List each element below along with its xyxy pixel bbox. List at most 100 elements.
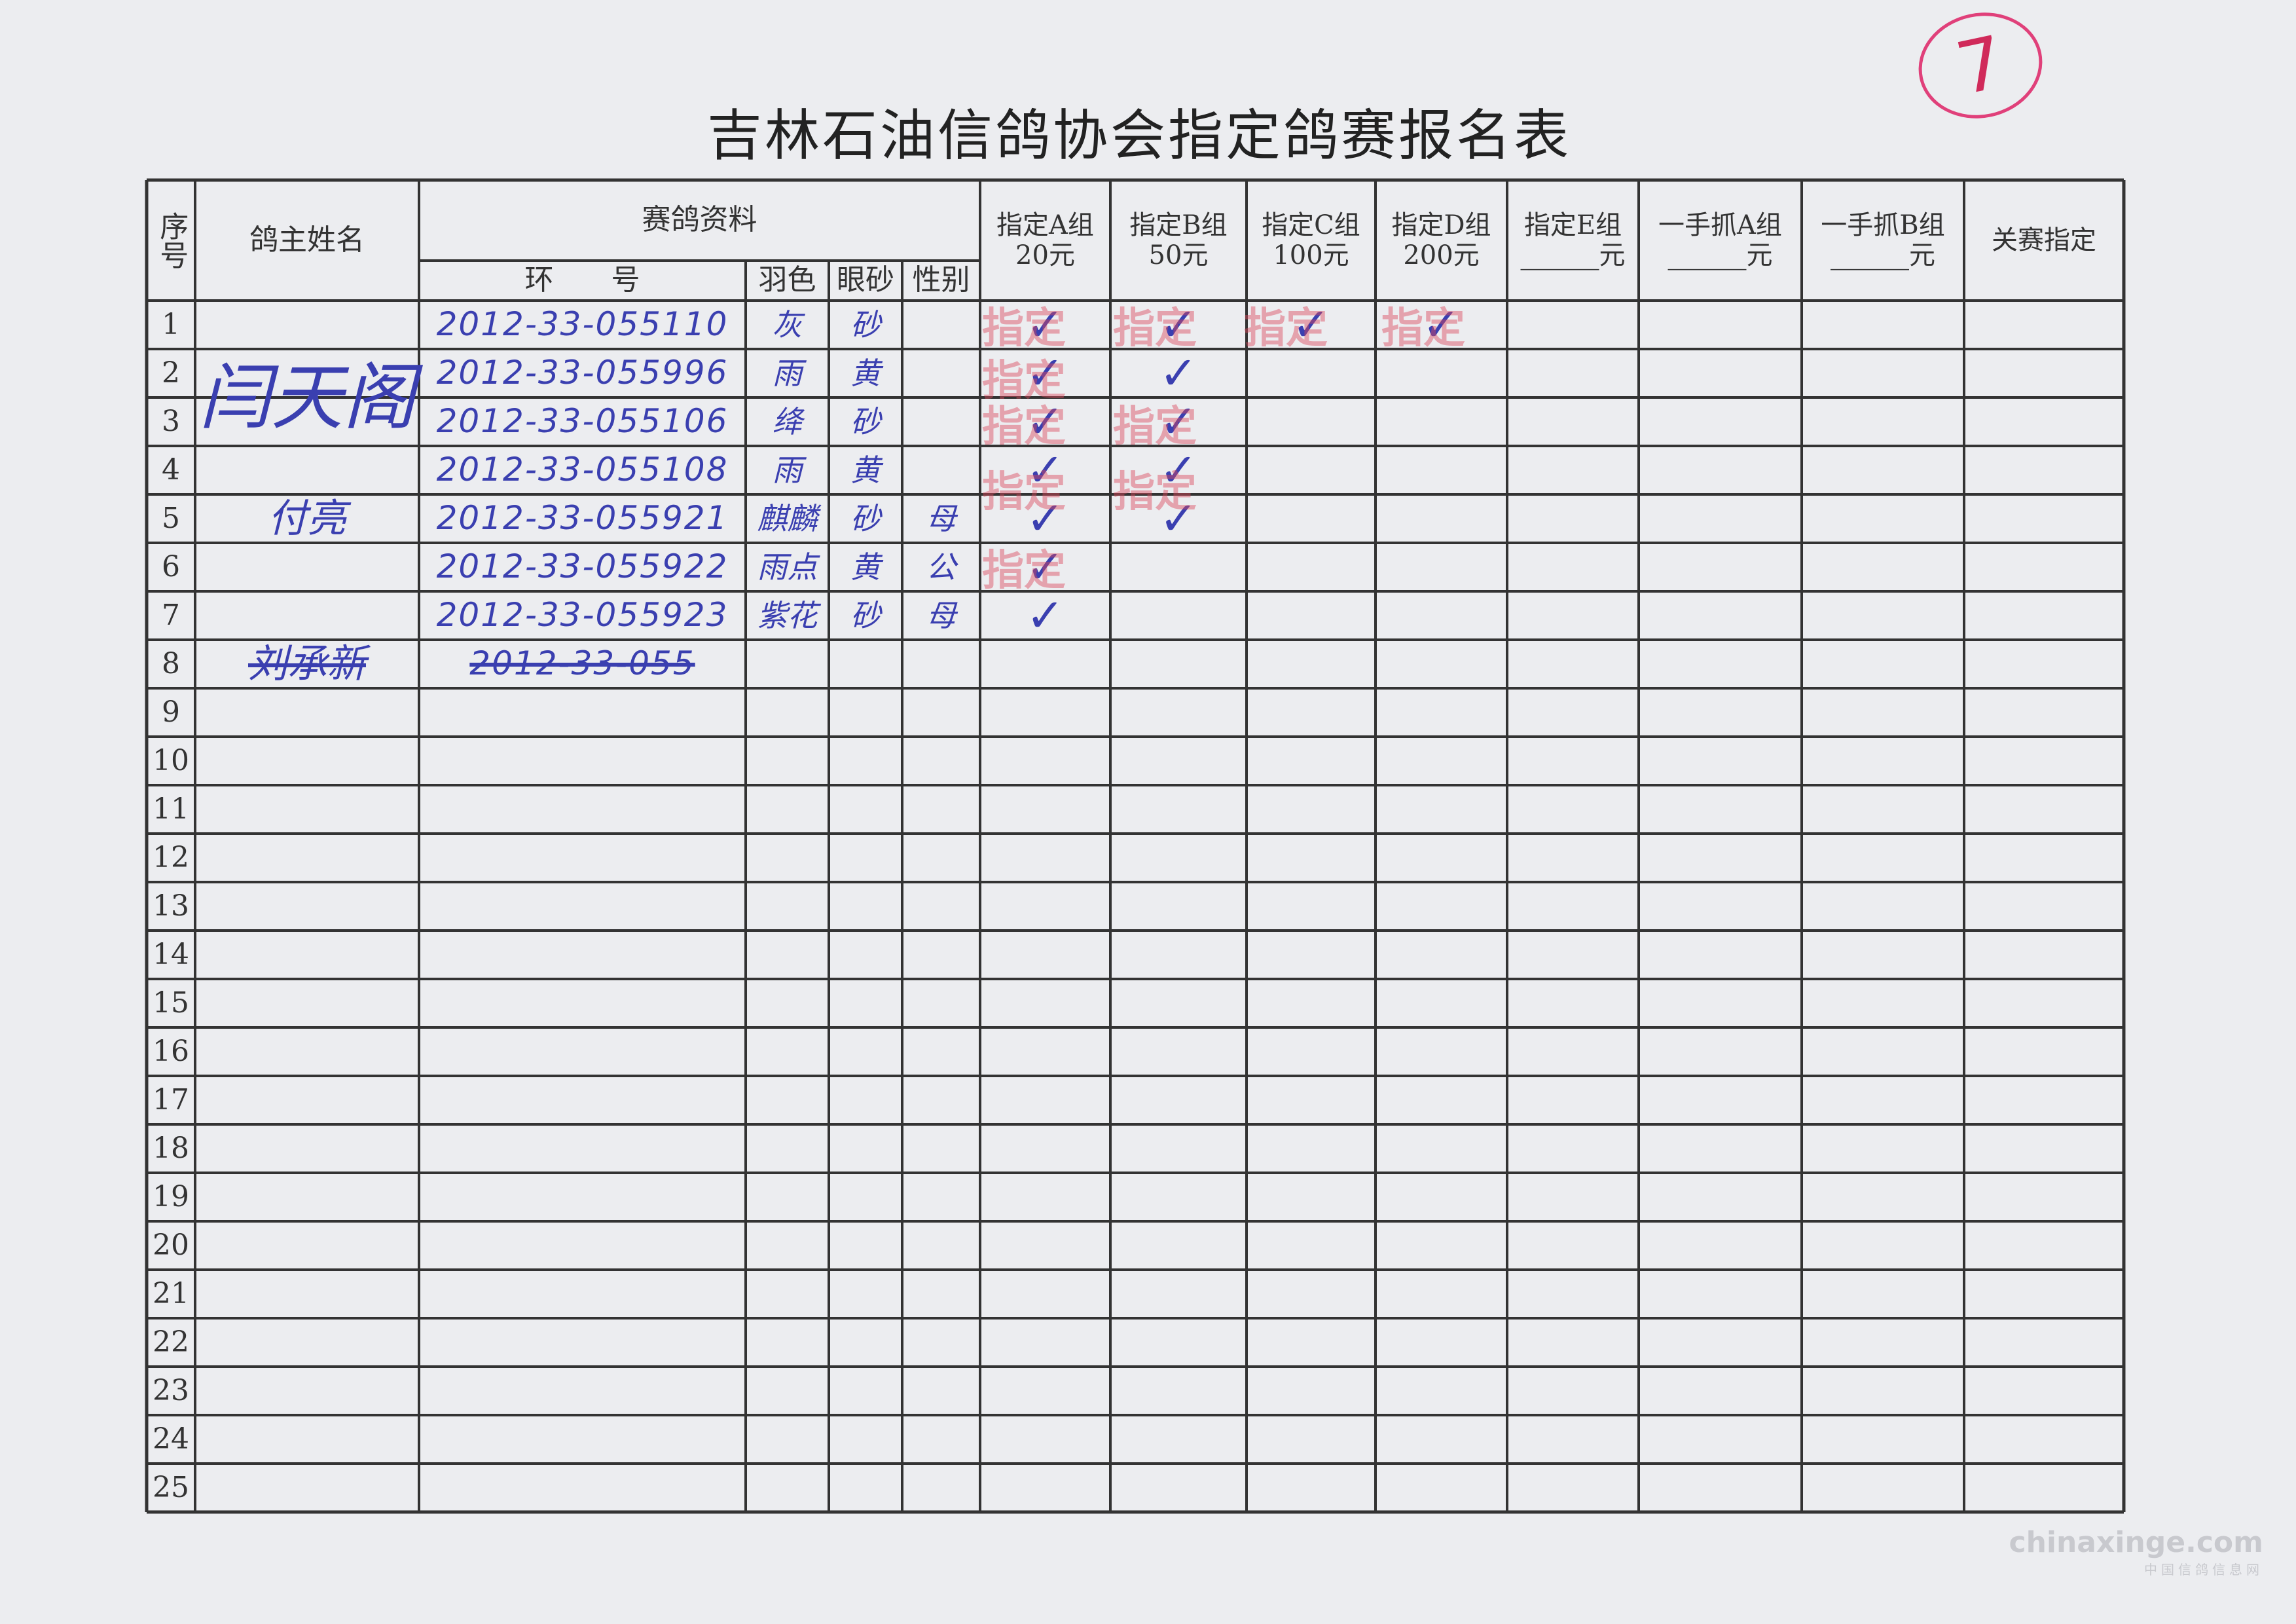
group-check-cell[interactable] (1802, 349, 1964, 397)
group-check-cell[interactable] (1507, 1076, 1639, 1124)
ring-number[interactable]: 2012-33-055110 (436, 305, 729, 344)
sex[interactable] (902, 1415, 980, 1464)
feather-color[interactable] (746, 1415, 829, 1464)
group-check-cell[interactable] (1110, 1415, 1247, 1464)
group-check-cell[interactable]: ✓ (980, 444, 1110, 496)
feather-color[interactable] (746, 1027, 829, 1076)
group-check-cell[interactable] (980, 882, 1110, 931)
group-check-cell[interactable] (1376, 1415, 1507, 1464)
group-check-cell[interactable] (980, 785, 1110, 834)
group-check-cell[interactable] (1247, 1221, 1376, 1270)
group-check-cell[interactable] (980, 1173, 1110, 1221)
ring-number-empty[interactable] (419, 1318, 746, 1367)
group-check-cell[interactable] (980, 688, 1110, 737)
group-check-cell[interactable] (1247, 1415, 1376, 1464)
sex[interactable] (902, 1367, 980, 1415)
sex[interactable] (902, 688, 980, 737)
group-check-cell[interactable] (980, 1124, 1110, 1173)
group-check-cell[interactable] (1964, 446, 2124, 494)
group-check-cell[interactable] (1507, 931, 1639, 979)
group-check-cell[interactable] (1247, 737, 1376, 785)
group-check-cell[interactable] (980, 737, 1110, 785)
group-check-cell[interactable] (1964, 1464, 2124, 1512)
group-check-cell[interactable] (1802, 931, 1964, 979)
sex[interactable]: 母 (926, 597, 957, 633)
group-check-cell[interactable] (1802, 591, 1964, 640)
group-check-cell[interactable] (1802, 785, 1964, 834)
group-check-cell[interactable] (1110, 1367, 1247, 1415)
sex[interactable]: 公 (926, 549, 957, 585)
group-check-cell[interactable] (1964, 1124, 2124, 1173)
group-check-cell[interactable] (1639, 591, 1802, 640)
group-check-cell[interactable] (1376, 349, 1507, 397)
group-check-cell[interactable] (1802, 1027, 1964, 1076)
eye-sand[interactable]: 砂 (850, 500, 881, 536)
feather-color[interactable]: 紫花 (757, 597, 818, 633)
group-check-cell[interactable] (1110, 1124, 1247, 1173)
sex[interactable] (902, 882, 980, 931)
sex[interactable] (902, 931, 980, 979)
feather-color[interactable]: 麒麟 (757, 500, 818, 536)
group-check-cell[interactable] (1964, 688, 2124, 737)
group-check-cell[interactable] (1507, 688, 1639, 737)
group-check-cell[interactable] (1247, 882, 1376, 931)
group-check-cell[interactable] (1964, 494, 2124, 543)
group-check-cell[interactable] (1376, 1124, 1507, 1173)
feather-color[interactable] (746, 688, 829, 737)
group-check-cell[interactable] (1247, 1367, 1376, 1415)
group-check-cell[interactable] (1639, 1221, 1802, 1270)
group-check-cell[interactable]: ✓ (980, 396, 1110, 448)
group-check-cell[interactable] (1376, 1221, 1507, 1270)
feather-color[interactable] (746, 1318, 829, 1367)
feather-color[interactable] (746, 1076, 829, 1124)
group-check-cell[interactable] (1376, 1270, 1507, 1318)
group-check-cell[interactable] (1964, 737, 2124, 785)
sex[interactable] (902, 1027, 980, 1076)
group-check-cell[interactable] (1110, 1173, 1247, 1221)
group-check-cell[interactable] (1110, 640, 1247, 688)
group-check-cell[interactable] (1376, 931, 1507, 979)
ring-number[interactable]: 2012-33-055 (469, 644, 695, 683)
group-check-cell[interactable] (1247, 1076, 1376, 1124)
eye-sand[interactable] (829, 1464, 902, 1512)
ring-number-empty[interactable] (419, 1270, 746, 1318)
ring-number-empty[interactable] (419, 1173, 746, 1221)
group-check-cell[interactable] (1964, 591, 2124, 640)
group-check-cell[interactable] (1639, 979, 1802, 1027)
group-check-cell[interactable]: ✓ (980, 541, 1110, 593)
group-check-cell[interactable] (1639, 1173, 1802, 1221)
group-check-cell[interactable] (1639, 688, 1802, 737)
feather-color[interactable]: 绛 (772, 403, 803, 439)
group-check-cell[interactable]: ✓ (1376, 299, 1507, 351)
sex[interactable] (902, 349, 980, 397)
feather-color[interactable]: 雨点 (757, 549, 818, 585)
group-check-cell[interactable] (1802, 1367, 1964, 1415)
group-check-cell[interactable] (1110, 737, 1247, 785)
group-check-cell[interactable] (1639, 1270, 1802, 1318)
eye-sand[interactable]: 黄 (850, 452, 881, 488)
group-check-cell[interactable] (1507, 1124, 1639, 1173)
group-check-cell[interactable] (1247, 1464, 1376, 1512)
group-check-cell[interactable] (1964, 640, 2124, 688)
group-check-cell[interactable] (1964, 785, 2124, 834)
group-check-cell[interactable] (1802, 688, 1964, 737)
group-check-cell[interactable] (1802, 737, 1964, 785)
ring-number-empty[interactable] (419, 834, 746, 882)
group-check-cell[interactable] (1247, 785, 1376, 834)
group-check-cell[interactable] (1802, 1124, 1964, 1173)
group-check-cell[interactable] (1802, 1415, 1964, 1464)
group-check-cell[interactable] (980, 1367, 1110, 1415)
feather-color[interactable] (746, 1221, 829, 1270)
group-check-cell[interactable] (1376, 1464, 1507, 1512)
group-check-cell[interactable] (1110, 882, 1247, 931)
group-check-cell[interactable] (980, 640, 1110, 688)
feather-color[interactable] (746, 931, 829, 979)
group-check-cell[interactable] (1964, 979, 2124, 1027)
group-check-cell[interactable] (1376, 1173, 1507, 1221)
sex[interactable] (902, 397, 980, 446)
group-check-cell[interactable] (1639, 543, 1802, 591)
group-check-cell[interactable] (1376, 834, 1507, 882)
eye-sand[interactable] (829, 1270, 902, 1318)
group-check-cell[interactable] (1376, 591, 1507, 640)
sex[interactable] (902, 834, 980, 882)
